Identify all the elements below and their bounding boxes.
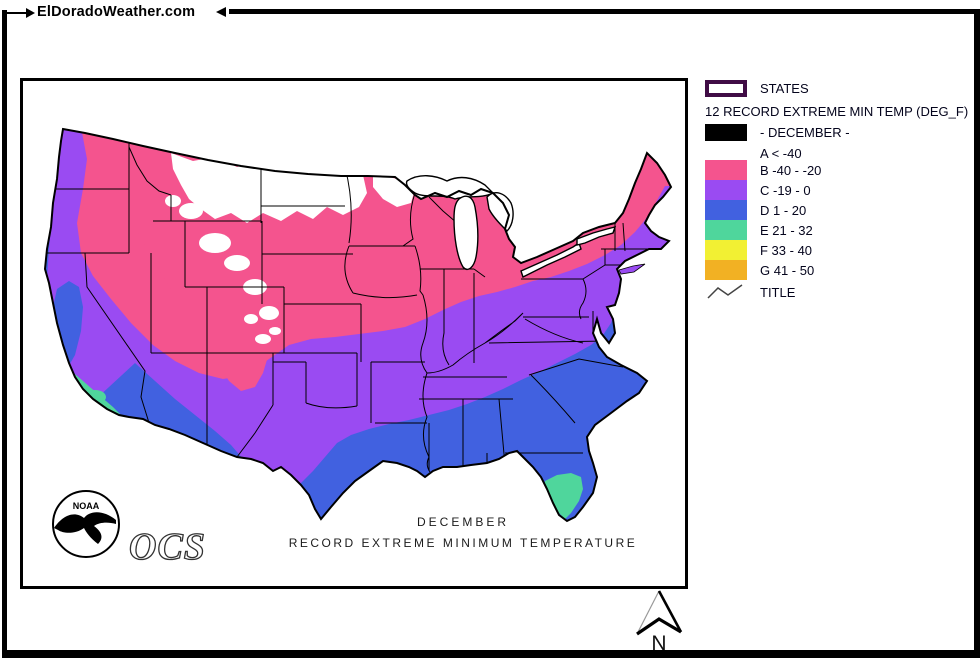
title-item-label: TITLE — [760, 284, 796, 300]
noaa-logo: NOAA — [49, 487, 123, 566]
svg-text:OCS: OCS — [129, 526, 206, 568]
class-f-swatch — [705, 240, 747, 260]
title-line-icon — [707, 284, 743, 299]
ocs-text-icon: OCS — [128, 525, 206, 568]
class-e-label: E 21 - 32 — [760, 222, 813, 238]
noaa-seagull-icon: NOAA — [52, 490, 120, 558]
north-arrow: N — [630, 588, 688, 655]
outer-frame-bottom — [2, 650, 980, 658]
class-c-swatch — [705, 180, 747, 200]
map-panel: DECEMBER RECORD EXTREME MINIMUM TEMPERAT… — [20, 78, 688, 589]
us-outline — [43, 127, 673, 523]
december-label: - DECEMBER - — [760, 125, 850, 140]
outer-frame-right — [974, 9, 980, 658]
legend-class-a-label: A < -40 — [760, 146, 802, 161]
december-swatch — [705, 124, 747, 141]
class-g-label: G 41 - 50 — [760, 262, 815, 278]
arrow-right-icon — [26, 8, 35, 18]
legend-row-title: TITLE — [705, 282, 795, 302]
class-b-swatch — [705, 160, 747, 180]
outer-frame-left — [2, 10, 7, 658]
legend-row-class-f: F 33 - 40 — [705, 240, 812, 260]
caption-title: RECORD EXTREME MINIMUM TEMPERATURE — [288, 536, 638, 550]
lake-michigan — [453, 195, 479, 271]
legend-layer-title: 12 RECORD EXTREME MIN TEMP (DEG_F) — [705, 104, 969, 119]
ocs-logo: OCS — [125, 519, 219, 576]
class-c-label: C -19 - 0 — [760, 182, 811, 198]
states-label: STATES — [760, 81, 809, 96]
lake-ontario — [576, 226, 617, 246]
svg-text:NOAA: NOAA — [73, 501, 100, 511]
class-d-swatch — [705, 200, 747, 220]
legend-row-class-e: E 21 - 32 — [705, 220, 813, 240]
header-leader-line — [4, 12, 28, 14]
legend: STATES 12 RECORD EXTREME MIN TEMP (DEG_F… — [705, 78, 977, 318]
states-swatch — [705, 80, 747, 97]
legend-row-class-b: B -40 - -20 — [705, 160, 821, 180]
legend-row-december: - DECEMBER - — [705, 124, 850, 141]
site-title: ElDoradoWeather.com — [37, 4, 196, 20]
us-temperature-map — [43, 127, 673, 523]
legend-row-class-c: C -19 - 0 — [705, 180, 811, 200]
class-e-swatch — [705, 220, 747, 240]
caption-month: DECEMBER — [416, 515, 509, 529]
lake-superior — [405, 175, 495, 200]
lake-erie — [520, 241, 582, 278]
class-d-label: D 1 - 20 — [760, 202, 807, 218]
outer-frame-top — [229, 9, 980, 14]
legend-row-class-g: G 41 - 50 — [705, 260, 814, 280]
legend-row-states: STATES — [705, 80, 809, 97]
state-borders-east — [344, 166, 653, 473]
svg-text:N: N — [651, 632, 666, 654]
class-b-label: B -40 - -20 — [760, 162, 822, 178]
long-island — [618, 263, 646, 275]
map-caption: DECEMBER RECORD EXTREME MINIMUM TEMPERAT… — [273, 515, 653, 550]
legend-row-class-d: D 1 - 20 — [705, 200, 806, 220]
north-arrow-icon: N — [636, 590, 683, 655]
class-f-label: F 33 - 40 — [760, 242, 813, 258]
state-borders-west — [45, 139, 427, 458]
class-g-swatch — [705, 260, 747, 280]
arrow-left-icon — [216, 7, 226, 17]
